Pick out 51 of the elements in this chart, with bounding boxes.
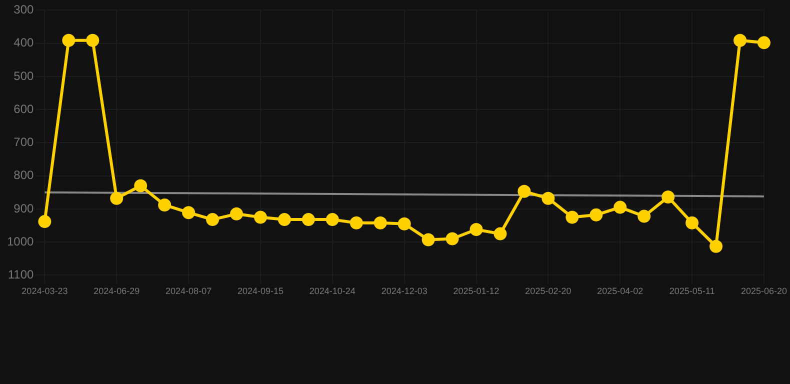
point: [614, 200, 627, 214]
y-tick-label: 1100: [8, 268, 34, 282]
y-tick-label: 800: [14, 168, 34, 182]
point: [757, 36, 770, 50]
x-tick-label: 2025-02-20: [525, 286, 572, 296]
point: [446, 232, 459, 246]
point: [86, 34, 100, 47]
x-tick-label: 2025-06-20: [740, 286, 788, 296]
point: [566, 210, 579, 224]
y-tick-label: 300: [14, 2, 34, 17]
point: [518, 184, 531, 198]
x-tick-label: 2025-04-02: [597, 286, 644, 296]
point: [470, 222, 483, 236]
point: [494, 227, 507, 240]
point: [422, 233, 435, 246]
x-tick-label: 2024-06-29: [94, 286, 140, 296]
x-tick-label: 2024-03-23: [22, 286, 68, 296]
x-tick-label: 2025-01-12: [453, 286, 500, 296]
point: [590, 208, 603, 222]
point: [38, 215, 52, 228]
point: [350, 216, 363, 230]
x-tick-label: 2024-10-24: [309, 286, 356, 296]
y-tick-label: 700: [14, 135, 34, 150]
point: [254, 210, 267, 224]
x-tick-label: 2024-12-03: [381, 286, 428, 296]
point: [542, 192, 555, 205]
point: [302, 213, 315, 226]
x-tick-label: 2025-05-11: [669, 286, 715, 296]
point: [398, 217, 411, 230]
point: [374, 216, 387, 230]
point: [326, 213, 339, 226]
point: [734, 34, 747, 47]
point: [134, 179, 148, 192]
y-tick-label: 500: [14, 68, 34, 83]
y-tick-label: 600: [14, 102, 34, 116]
point: [110, 192, 124, 205]
point: [230, 207, 244, 220]
y-tick-label: 400: [14, 36, 34, 50]
point: [278, 213, 291, 226]
y-tick-label: 900: [14, 201, 34, 216]
point: [206, 213, 220, 226]
x-tick-label: 2024-09-15: [237, 286, 284, 296]
point: [710, 240, 723, 253]
x-tick-label: 2024-08-07: [166, 286, 212, 296]
point: [686, 216, 699, 230]
y-tick-label: 1000: [6, 234, 34, 248]
point: [62, 34, 76, 47]
point: [662, 190, 675, 204]
point: [638, 210, 651, 223]
point: [182, 206, 196, 220]
point: [158, 198, 172, 212]
